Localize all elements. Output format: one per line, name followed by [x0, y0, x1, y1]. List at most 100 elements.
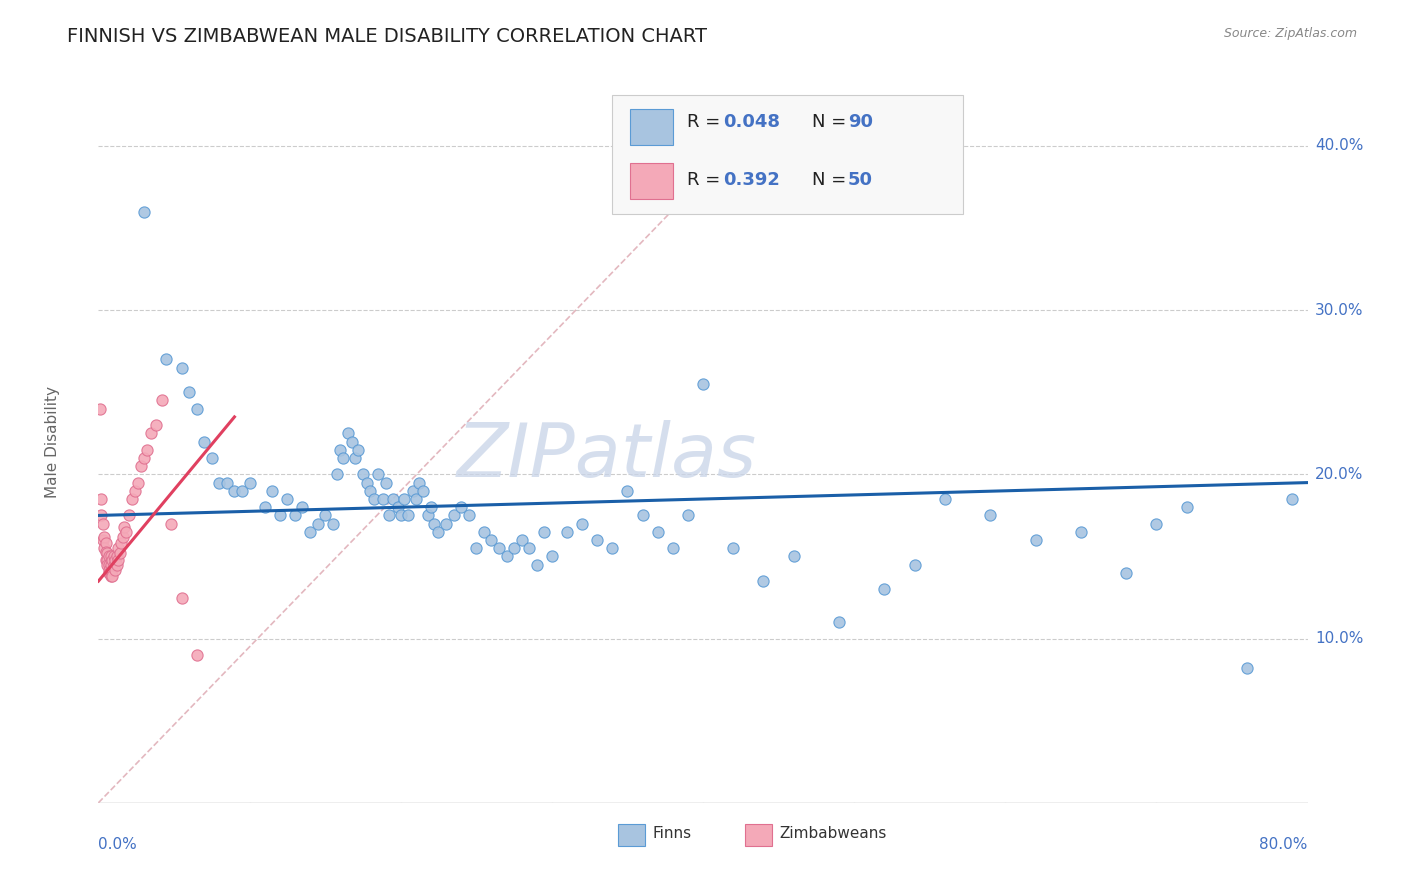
Point — [979, 508, 1001, 523]
Point — [332, 450, 354, 465]
Point — [326, 467, 349, 482]
Point — [114, 524, 136, 539]
Point — [517, 541, 540, 556]
Point — [488, 541, 510, 556]
Point — [934, 491, 956, 506]
Point — [434, 516, 457, 531]
Point — [96, 553, 118, 567]
Point — [336, 426, 359, 441]
Point — [104, 553, 127, 567]
Point — [416, 508, 439, 523]
Text: Male Disability: Male Disability — [45, 385, 60, 498]
Point — [472, 524, 495, 539]
Text: FINNISH VS ZIMBABWEAN MALE DISABILITY CORRELATION CHART: FINNISH VS ZIMBABWEAN MALE DISABILITY CO… — [67, 27, 707, 45]
Point — [555, 524, 578, 539]
Point — [224, 483, 246, 498]
Point — [723, 541, 745, 556]
Point — [201, 450, 224, 465]
Point — [396, 508, 419, 523]
Point — [93, 530, 115, 544]
Point — [356, 475, 378, 490]
Point — [129, 459, 152, 474]
Text: R =: R = — [688, 170, 727, 188]
Text: 10.0%: 10.0% — [1315, 632, 1364, 646]
Point — [98, 558, 121, 572]
Point — [631, 508, 654, 523]
Point — [402, 483, 425, 498]
Text: 50: 50 — [848, 170, 873, 188]
Point — [1236, 661, 1258, 675]
Point — [571, 516, 593, 531]
Point — [616, 483, 638, 498]
Point — [110, 536, 132, 550]
Point — [91, 516, 114, 531]
Point — [103, 549, 125, 564]
Point — [450, 500, 472, 515]
Point — [382, 491, 405, 506]
Point — [239, 475, 262, 490]
Point — [367, 467, 389, 482]
Point — [101, 553, 124, 567]
Point — [112, 520, 135, 534]
Point — [420, 500, 443, 515]
Text: 0.392: 0.392 — [724, 170, 780, 188]
Point — [423, 516, 446, 531]
Text: Zimbabweans: Zimbabweans — [779, 826, 887, 841]
Point — [231, 483, 253, 498]
Point — [94, 553, 117, 567]
Point — [1175, 500, 1198, 515]
Text: N =: N = — [811, 170, 852, 188]
Point — [443, 508, 465, 523]
Point — [291, 500, 314, 515]
Point — [89, 401, 111, 416]
FancyBboxPatch shape — [613, 95, 963, 214]
Point — [392, 491, 415, 506]
Point — [179, 385, 201, 400]
Point — [100, 558, 122, 572]
Text: 20.0%: 20.0% — [1315, 467, 1364, 482]
Point — [371, 491, 394, 506]
Point — [352, 467, 374, 482]
Point — [160, 516, 183, 531]
Point — [105, 558, 128, 572]
Point — [586, 533, 609, 547]
Point — [374, 475, 396, 490]
Text: R =: R = — [688, 112, 727, 131]
Text: N =: N = — [811, 112, 852, 131]
Point — [602, 541, 624, 556]
Point — [322, 516, 344, 531]
Point — [533, 524, 555, 539]
Point — [676, 508, 699, 523]
Point — [904, 558, 927, 572]
Point — [412, 483, 434, 498]
Text: 0.048: 0.048 — [724, 112, 780, 131]
Point — [363, 491, 385, 506]
Point — [314, 508, 336, 523]
Text: Source: ZipAtlas.com: Source: ZipAtlas.com — [1223, 27, 1357, 40]
Point — [377, 508, 399, 523]
Point — [145, 418, 167, 433]
Point — [344, 450, 367, 465]
Point — [132, 204, 155, 219]
Point — [108, 546, 131, 560]
Point — [124, 483, 146, 498]
Point — [503, 541, 526, 556]
Point — [481, 533, 503, 547]
Point — [94, 544, 117, 558]
Point — [661, 541, 683, 556]
Point — [526, 558, 548, 572]
Point — [1115, 566, 1137, 580]
Point — [262, 483, 284, 498]
FancyBboxPatch shape — [619, 824, 645, 847]
Point — [405, 491, 427, 506]
Point — [647, 524, 669, 539]
Point — [329, 442, 352, 457]
Point — [284, 508, 307, 523]
Point — [276, 491, 298, 506]
Point — [783, 549, 806, 564]
Point — [101, 569, 124, 583]
Point — [104, 563, 127, 577]
Point — [1070, 524, 1092, 539]
FancyBboxPatch shape — [630, 109, 672, 145]
Point — [299, 524, 322, 539]
